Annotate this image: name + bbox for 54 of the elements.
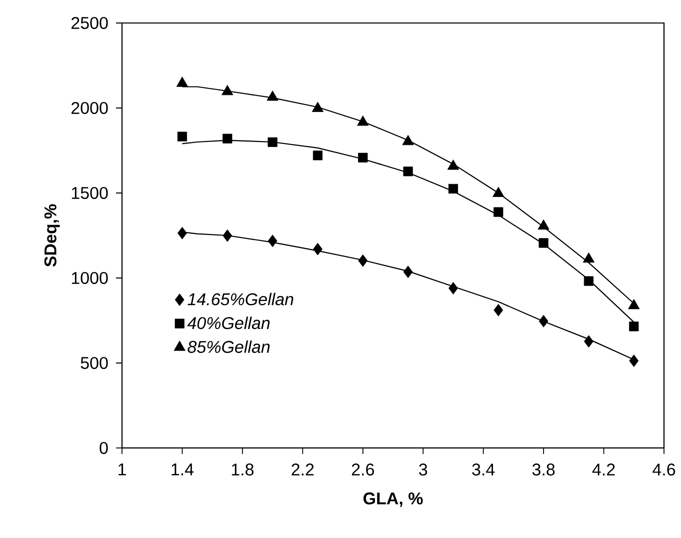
point: [629, 354, 639, 367]
point: [402, 134, 414, 146]
y-tick-label: 500: [80, 356, 108, 370]
point: [176, 76, 188, 87]
point: [628, 299, 640, 310]
point: [312, 102, 324, 112]
legend-label: 85%Gellan: [188, 340, 270, 353]
point: [178, 226, 187, 240]
point: [312, 150, 323, 160]
point: [268, 137, 278, 147]
y-axis-title: SDeq,%: [44, 204, 60, 267]
point: [447, 160, 460, 170]
x-tick-label: 1.8: [232, 464, 254, 476]
x-tick-label: 3.8: [532, 464, 555, 476]
point: [494, 304, 504, 316]
x-tick-label: 1.4: [172, 464, 194, 476]
y-tick-label: 2500: [72, 16, 108, 30]
y-tick-label: 1000: [72, 272, 108, 284]
point: [494, 207, 504, 217]
y-tick-label: 1500: [72, 186, 108, 200]
x-tick-label: 4.2: [592, 464, 615, 476]
point: [492, 186, 504, 197]
x-tick-label: 2.6: [352, 464, 374, 476]
point: [584, 335, 594, 348]
x-axis-title: GLA, %: [363, 492, 423, 507]
x-tick-label: 3: [419, 464, 428, 476]
y-tick-label: 2000: [72, 102, 108, 114]
x-tick-label: 2.2: [292, 464, 314, 476]
point: [403, 266, 413, 278]
point: [313, 242, 322, 256]
point: [268, 234, 278, 248]
point: [538, 238, 548, 248]
point: [448, 282, 458, 294]
point: [357, 116, 369, 126]
point: [222, 84, 234, 96]
x-tick-label: 3.4: [472, 464, 495, 476]
point: [222, 229, 232, 242]
point: [538, 314, 548, 328]
x-tick-label: 1: [118, 464, 126, 476]
legend-label: 40%Gellan: [187, 316, 270, 330]
legend-label: 14.65%Gellan: [188, 292, 294, 306]
point: [582, 252, 595, 263]
point: [358, 152, 368, 162]
point: [266, 90, 278, 101]
point: [538, 219, 550, 230]
y-tick-label: 0: [100, 442, 108, 454]
point: [403, 166, 413, 176]
point: [222, 134, 232, 144]
x-tick-label: 4.6: [652, 464, 676, 476]
point: [177, 132, 188, 142]
point: [358, 254, 368, 267]
point: [629, 322, 639, 332]
point: [448, 184, 458, 194]
point: [584, 276, 594, 286]
